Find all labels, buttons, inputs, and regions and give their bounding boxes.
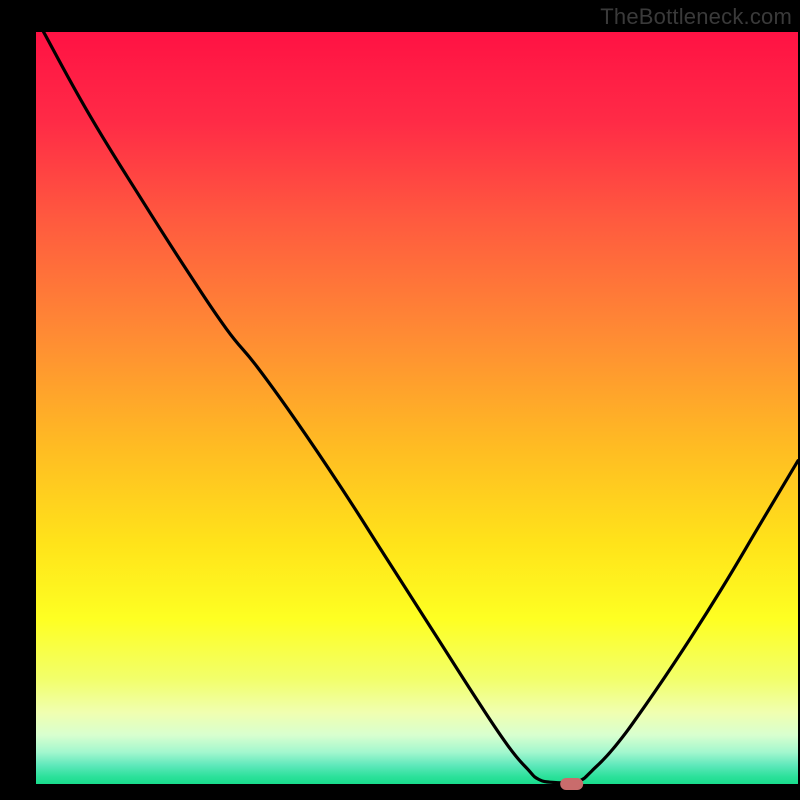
- bottleneck-chart: [0, 0, 800, 800]
- plot-background: [36, 32, 798, 784]
- min-marker: [561, 779, 583, 790]
- watermark-text: TheBottleneck.com: [600, 4, 792, 30]
